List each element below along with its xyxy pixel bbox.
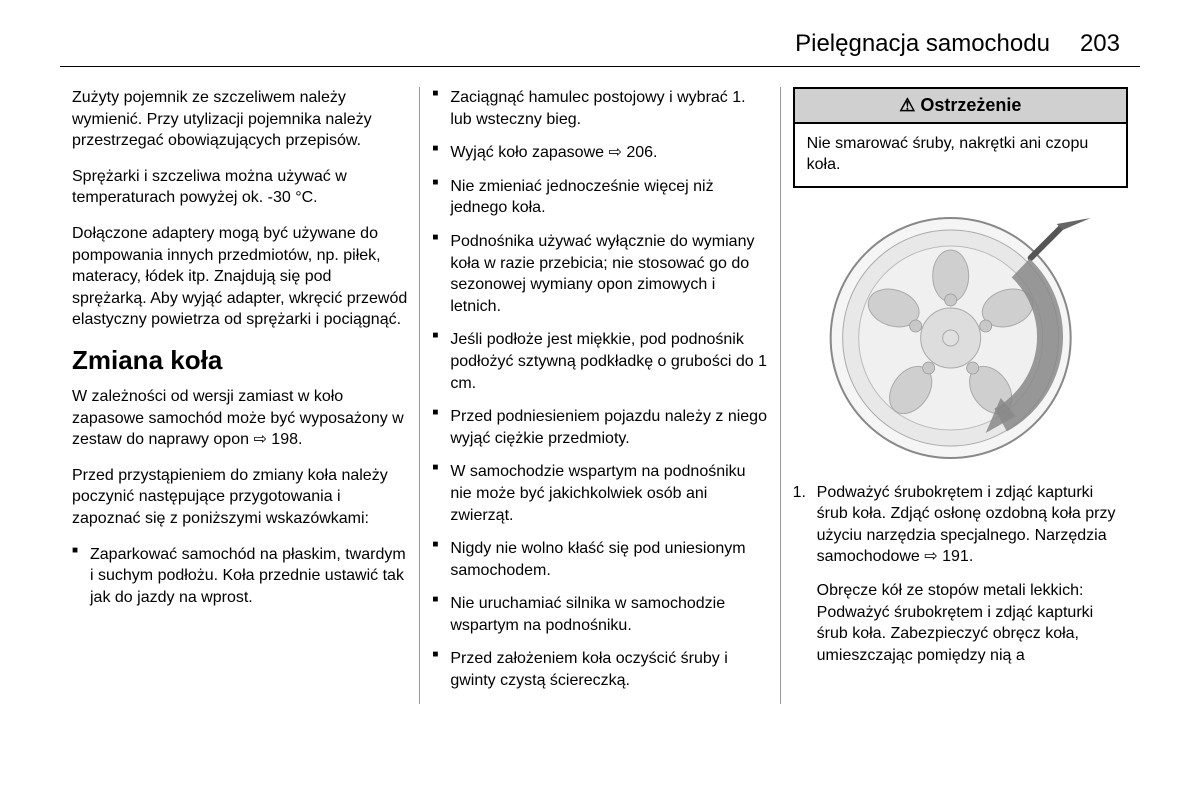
step-1: 1. Podważyć śrubokrętem i zdjąć kapturki… xyxy=(793,482,1128,568)
ref-206: ⇨ 206. xyxy=(608,144,657,161)
header-title: Pielęgnacja samochodu xyxy=(795,30,1050,58)
column-2: Zaciągnąć hamulec postojowy i wybrać 1. … xyxy=(419,87,780,704)
ref-191: ⇨ 191. xyxy=(924,548,973,565)
heading-wheel-change: Zmiana koła xyxy=(72,345,407,376)
li-clean-bolts: Przed założeniem koła oczyścić śruby i g… xyxy=(432,648,767,691)
warning-box: ⚠ Ostrzeżenie Nie smarować śruby, nakręt… xyxy=(793,87,1128,188)
li-no-people: W samochodzie wspartym na podnośniku nie… xyxy=(432,461,767,526)
li-park-flat: Zaparkować samochód na płaskim, twardym … xyxy=(72,544,407,609)
li-spare-wheel: Wyjąć koło zapasowe ⇨ 206. xyxy=(432,142,767,164)
li-jack-puncture: Podnośnika używać wyłącznie do wymiany k… xyxy=(432,231,767,317)
step-1-num: 1. xyxy=(793,482,806,504)
column-1: Zużyty pojemnik ze szczeliwem należy wym… xyxy=(60,87,419,704)
column-3: ⚠ Ostrzeżenie Nie smarować śruby, nakręt… xyxy=(781,87,1140,704)
li-one-wheel: Nie zmieniać jednocześnie więcej niż jed… xyxy=(432,176,767,219)
para-preparations: Przed przystąpieniem do zmiany koła nale… xyxy=(72,465,407,530)
para-repair-kit: W zależności od wersji zamiast w koło za… xyxy=(72,386,407,451)
header-rule xyxy=(60,66,1140,67)
li-soft-ground: Jeśli podłoże jest miękkie, pod podnośni… xyxy=(432,329,767,394)
content-columns: Zużyty pojemnik ze szczeliwem należy wym… xyxy=(60,87,1140,704)
para-adapters: Dołączone adaptery mogą być używane do p… xyxy=(72,223,407,331)
page-number: 203 xyxy=(1080,30,1120,58)
li-remove-heavy: Przed podniesieniem pojazdu należy z nie… xyxy=(432,406,767,449)
li-handbrake: Zaciągnąć hamulec postojowy i wybrać 1. … xyxy=(432,87,767,130)
li-no-engine: Nie uruchamiać silnika w samochodzie wsp… xyxy=(432,593,767,636)
ref-198: ⇨ 198. xyxy=(253,431,302,448)
li-no-under: Nigdy nie wolno kłaść się pod uniesionym… xyxy=(432,538,767,581)
warning-title: ⚠ Ostrzeżenie xyxy=(795,89,1126,124)
step-1-cont: Obręcze kół ze stopów metali lekkich: Po… xyxy=(793,580,1128,666)
warning-body: Nie smarować śruby, nakrętki ani czopu k… xyxy=(795,124,1126,186)
para-temperature: Sprężarki i szczeliwa można używać w tem… xyxy=(72,166,407,209)
para-disposal: Zużyty pojemnik ze szczeliwem należy wym… xyxy=(72,87,407,152)
figure-wheel-cap xyxy=(793,198,1128,468)
